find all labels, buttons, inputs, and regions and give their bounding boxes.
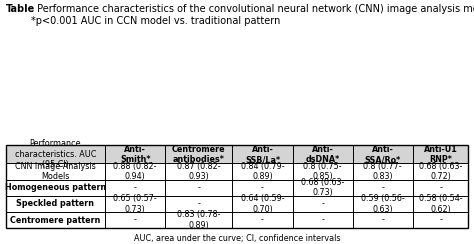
Text: Anti-U1
RNP*: Anti-U1 RNP* [424,145,457,164]
Text: -: - [439,215,442,224]
Text: Anti-
SSB/La*: Anti- SSB/La* [245,145,280,164]
Text: Homogeneous pattern: Homogeneous pattern [5,183,106,192]
Text: Anti-
dsDNA*: Anti- dsDNA* [305,145,340,164]
Bar [232,145,292,163]
Text: 0.84 (0.79-
0.89): 0.84 (0.79- 0.89) [241,162,284,181]
Text: Table: Table [6,4,35,14]
Text: -: - [381,215,384,224]
Text: 0.87 (0.82-
0.93): 0.87 (0.82- 0.93) [177,162,220,181]
Text: -: - [134,183,137,192]
Text: 0.8 (0.77-
0.83): 0.8 (0.77- 0.83) [364,162,402,181]
Bar [165,145,232,163]
Text: 0.68 (0.63-
0.72): 0.68 (0.63- 0.72) [419,162,462,181]
Text: -: - [134,215,137,224]
Text: Performance
characteristics. AUC
(95 CI): Performance characteristics. AUC (95 CI) [15,139,96,169]
Bar [292,145,353,163]
Text: -: - [261,183,264,192]
Text: 0.58 (0.54-
0.62): 0.58 (0.54- 0.62) [419,194,462,214]
Text: 0.65 (0.57-
0.73): 0.65 (0.57- 0.73) [113,194,157,214]
Text: 0.59 (0.56-
0.63): 0.59 (0.56- 0.63) [361,194,405,214]
Text: 0.88 (0.82-
0.94): 0.88 (0.82- 0.94) [113,162,157,181]
Text: -: - [197,199,201,208]
Text: 0.83 (0.78-
0.89): 0.83 (0.78- 0.89) [177,210,220,230]
Bar [353,145,413,163]
Bar [6,145,105,163]
Text: -: - [321,199,324,208]
Text: -: - [439,183,442,192]
Text: . Performance characteristics of the convolutional neural network (CNN) image an: . Performance characteristics of the con… [31,4,474,26]
Text: CNN Image Analysis
Models: CNN Image Analysis Models [15,162,96,181]
Text: -: - [261,215,264,224]
Text: Speckled pattern: Speckled pattern [17,199,94,208]
Text: 0.64 (0.59-
0.70): 0.64 (0.59- 0.70) [241,194,284,214]
Bar [413,145,468,163]
Text: Anti-
SSA/Ro*: Anti- SSA/Ro* [365,145,401,164]
Text: 0.8 (0.75-
0.85): 0.8 (0.75- 0.85) [303,162,342,181]
Text: Centromere pattern: Centromere pattern [10,215,100,224]
Text: -: - [381,183,384,192]
Text: AUC, area under the curve; CI, confidence intervals: AUC, area under the curve; CI, confidenc… [134,234,340,243]
Text: -: - [321,215,324,224]
Text: 0.68 (0.63-
0.73): 0.68 (0.63- 0.73) [301,178,344,197]
Text: Centromere
antibodies*: Centromere antibodies* [172,145,226,164]
Text: -: - [197,183,201,192]
Text: Anti-
Smith*: Anti- Smith* [120,145,150,164]
Bar [105,145,165,163]
